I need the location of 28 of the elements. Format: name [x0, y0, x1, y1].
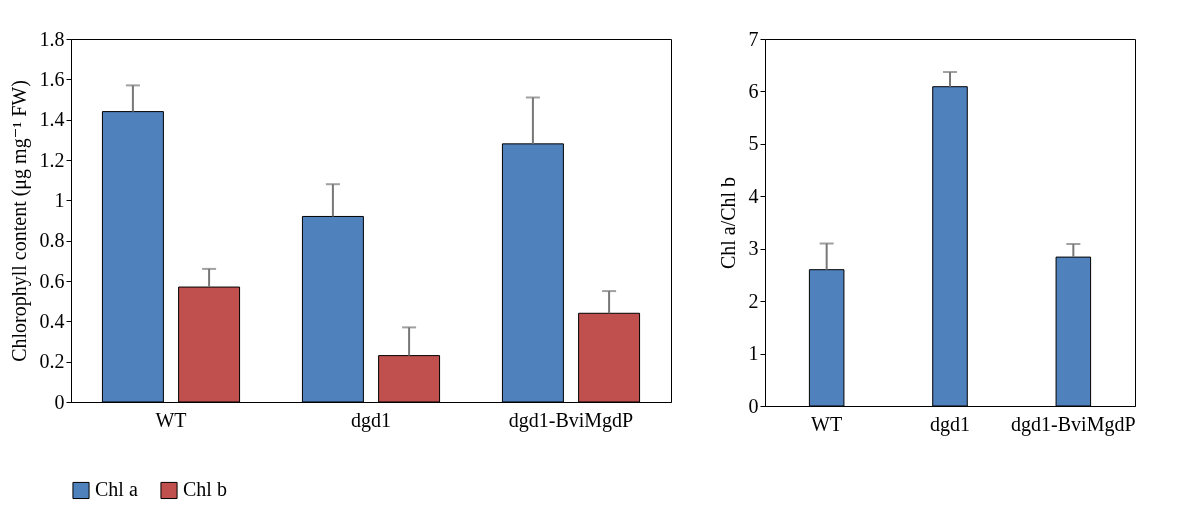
y-axis-title: Chlorophyll content (μg mg⁻¹ FW): [7, 80, 31, 362]
y-tick-label: 4: [748, 184, 759, 207]
y-tick-label: 7: [748, 27, 759, 50]
y-tick-label: 0.6: [39, 269, 65, 292]
x-tick-label: WT: [811, 412, 843, 435]
legend-label: Chl a: [95, 478, 138, 501]
y-tick-label: 2: [748, 289, 759, 312]
y-tick-label: 0.2: [39, 350, 65, 373]
y-tick-label: 1.8: [39, 27, 65, 50]
legend-label: Chl b: [183, 478, 227, 501]
y-tick-label: 0: [54, 390, 65, 413]
y-tick-label: 5: [748, 132, 759, 155]
y-tick-label: 1: [748, 342, 759, 365]
x-tick-label: WT: [155, 408, 187, 431]
x-tick-label: dgd1-BviMgdP: [1011, 412, 1136, 436]
y-tick-label: 6: [748, 79, 759, 102]
y-tick-label: 0: [748, 394, 759, 417]
y-axis-title: Chl a/Chl b: [716, 176, 739, 270]
x-tick-label: dgd1: [351, 408, 391, 432]
y-tick-label: 0.8: [39, 229, 65, 252]
y-tick-label: 1.6: [39, 67, 65, 90]
y-tick-label: 1.2: [39, 148, 65, 171]
y-tick-label: 1: [54, 188, 65, 211]
x-tick-label: dgd1: [930, 412, 970, 436]
x-tick-label: dgd1-BviMgdP: [508, 408, 634, 432]
y-tick-label: 1.4: [39, 108, 65, 131]
y-tick-label: 0.4: [39, 309, 65, 332]
y-tick-label: 3: [748, 237, 759, 260]
